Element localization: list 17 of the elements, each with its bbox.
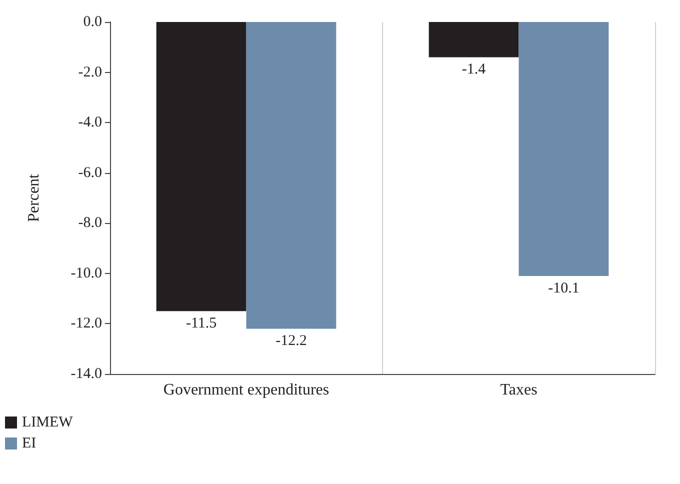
data-label: -10.1	[548, 280, 580, 296]
y-axis-title: Percent	[26, 173, 42, 222]
x-tick-label: Government expenditures	[163, 382, 330, 398]
y-tick-label: -10.0	[70, 265, 102, 282]
data-label: -11.5	[186, 316, 217, 332]
y-tick-label: 0.0	[83, 14, 102, 30]
x-tick-label: Taxes	[500, 382, 538, 398]
y-tick-label: -14.0	[70, 366, 102, 382]
legend-label: LIMEW	[22, 414, 74, 430]
y-tick-label: -4.0	[78, 114, 102, 131]
data-label: -1.4	[462, 62, 486, 78]
y-tick-label: -12.0	[70, 316, 102, 332]
y-tick-label: -6.0	[78, 164, 102, 181]
legend-label: EI	[22, 436, 36, 452]
data-label: -12.2	[276, 333, 307, 350]
y-tick-label: -8.0	[78, 215, 102, 232]
y-tick-label: -2.0	[78, 64, 102, 80]
